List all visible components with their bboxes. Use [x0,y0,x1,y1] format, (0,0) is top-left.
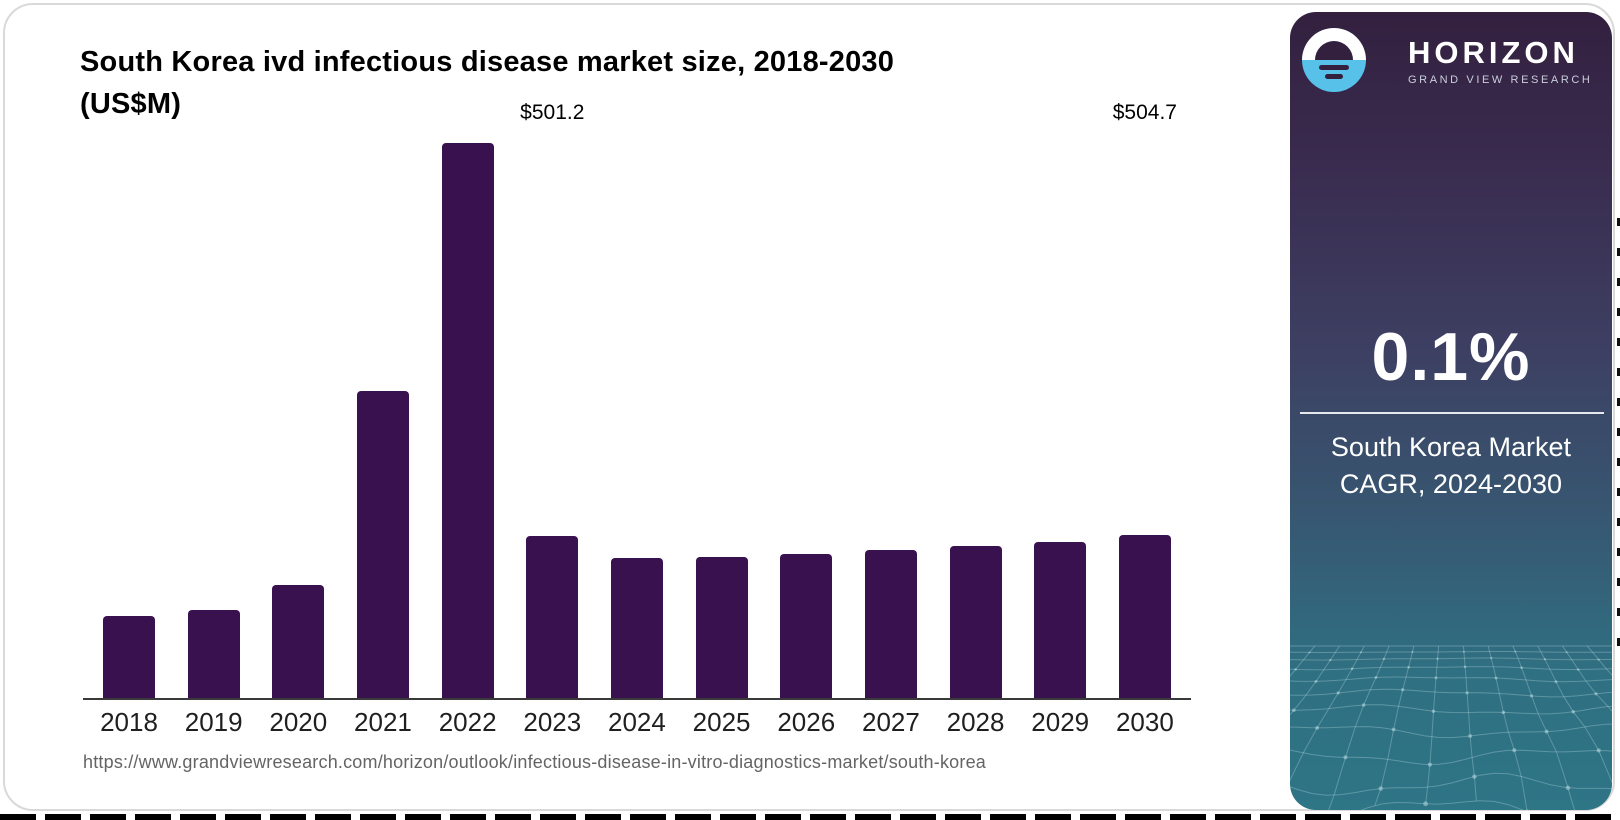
logo-reflection-line-1 [1319,65,1349,70]
bar-2018 [103,616,155,698]
x-tick-label-2022: 2022 [438,707,497,737]
bar-slot-2021 [356,133,409,698]
brand-panel: HORIZON GRAND VIEW RESEARCH 0.1% South K… [1290,12,1612,810]
logo-reflection-line-2 [1325,74,1343,79]
bars: $501.2 $504.7 [103,101,1177,698]
bar-slot-2025 [695,133,748,698]
x-tick-2020: 2020 [269,707,328,738]
right-dashed-border [1617,218,1620,658]
x-tick-2025: 2025 [692,707,751,738]
bar-2021 [356,391,409,698]
x-tick-2030: 2030 [1115,707,1174,738]
x-tick-label-2019: 2019 [184,707,243,737]
x-tick-label-2018: 2018 [100,707,158,737]
bar-slot-2023: $501.2 [520,101,584,698]
brand-name: HORIZON [1408,34,1579,70]
chart-title: South Korea ivd infectious disease marke… [80,41,894,125]
bar-slot-2020 [272,133,325,698]
bar-2029 [1034,541,1087,698]
bar-2028 [949,545,1002,698]
bar-slot-2026 [780,133,833,698]
bar-slot-2022 [441,133,494,698]
bottom-dashed-border [0,814,1620,820]
x-tick-label-2028: 2028 [946,707,1005,737]
x-tick-label-2023: 2023 [523,707,582,737]
bar-slot-2029 [1034,133,1087,698]
bar-slot-2030: $504.7 [1113,101,1177,698]
cagr-label: South Korea Market CAGR, 2024-2030 [1290,429,1612,503]
chart-title-line1: South Korea ivd infectious disease marke… [80,46,895,78]
wireframe-mesh-graphic [1290,645,1612,810]
horizon-sunrise-logo-icon [1302,28,1366,92]
x-tick-label-2020: 2020 [269,707,328,737]
brand-logo-text: HORIZON GRAND VIEW RESEARCH [1408,35,1592,86]
x-tick-2027: 2027 [861,707,920,738]
bar-2026 [780,554,833,698]
x-axis-ticks: 2018 2019 2020 2021 2022 2023 2024 2025 2026 2027… [100,707,1174,738]
x-tick-2029: 2029 [1031,707,1090,738]
cagr-label-line2: CAGR, 2024-2030 [1339,469,1563,499]
brand-tagline: GRAND VIEW RESEARCH [1408,73,1593,86]
bar-value-label-2023: $501.2 [520,101,585,124]
x-tick-label-2025: 2025 [692,707,751,737]
logo-sun-dome [1315,41,1353,60]
bar-value-label-2030: $504.7 [1112,101,1177,124]
x-tick-2018: 2018 [100,707,158,738]
bar-2020 [272,585,325,698]
x-tick-2021: 2021 [354,707,412,738]
bar-2024 [610,558,663,698]
source-url: https://www.grandviewresearch.com/horizo… [83,752,986,772]
cagr-value: 0.1% [1371,319,1531,395]
bar-slot-2019 [187,133,240,698]
x-tick-2024: 2024 [608,707,666,738]
bar-2027 [864,549,917,698]
x-tick-label-2021: 2021 [354,707,412,737]
bar-slot-2018 [103,133,155,698]
chart-title-line2: (US$M) [80,88,182,120]
x-tick-2019: 2019 [184,707,243,738]
x-tick-2022: 2022 [438,707,497,738]
x-tick-2026: 2026 [777,707,836,738]
bar-slot-2027 [864,133,917,698]
bar-2019 [187,610,240,698]
x-tick-label-2030: 2030 [1115,707,1174,737]
bar-2023 [526,536,579,698]
x-tick-label-2024: 2024 [608,707,666,737]
bar-slot-2024 [610,133,663,698]
x-tick-label-2026: 2026 [777,707,836,737]
cagr-label-line1: South Korea Market [1330,432,1572,462]
brand-logo: HORIZON GRAND VIEW RESEARCH [1302,28,1592,92]
x-tick-label-2027: 2027 [861,707,920,737]
x-tick-label-2029: 2029 [1031,707,1090,737]
cagr-block: 0.1% South Korea Market CAGR, 2024-2030 [1290,318,1612,503]
cagr-divider [1300,412,1604,414]
bar-2030 [1118,535,1171,698]
plot-area: $501.2 $504.7 [83,101,1191,700]
bar-2025 [695,556,748,698]
x-tick-2023: 2023 [523,707,582,738]
x-tick-2028: 2028 [946,707,1005,738]
bar-slot-2028 [949,133,1002,698]
bar-2022 [441,143,494,698]
